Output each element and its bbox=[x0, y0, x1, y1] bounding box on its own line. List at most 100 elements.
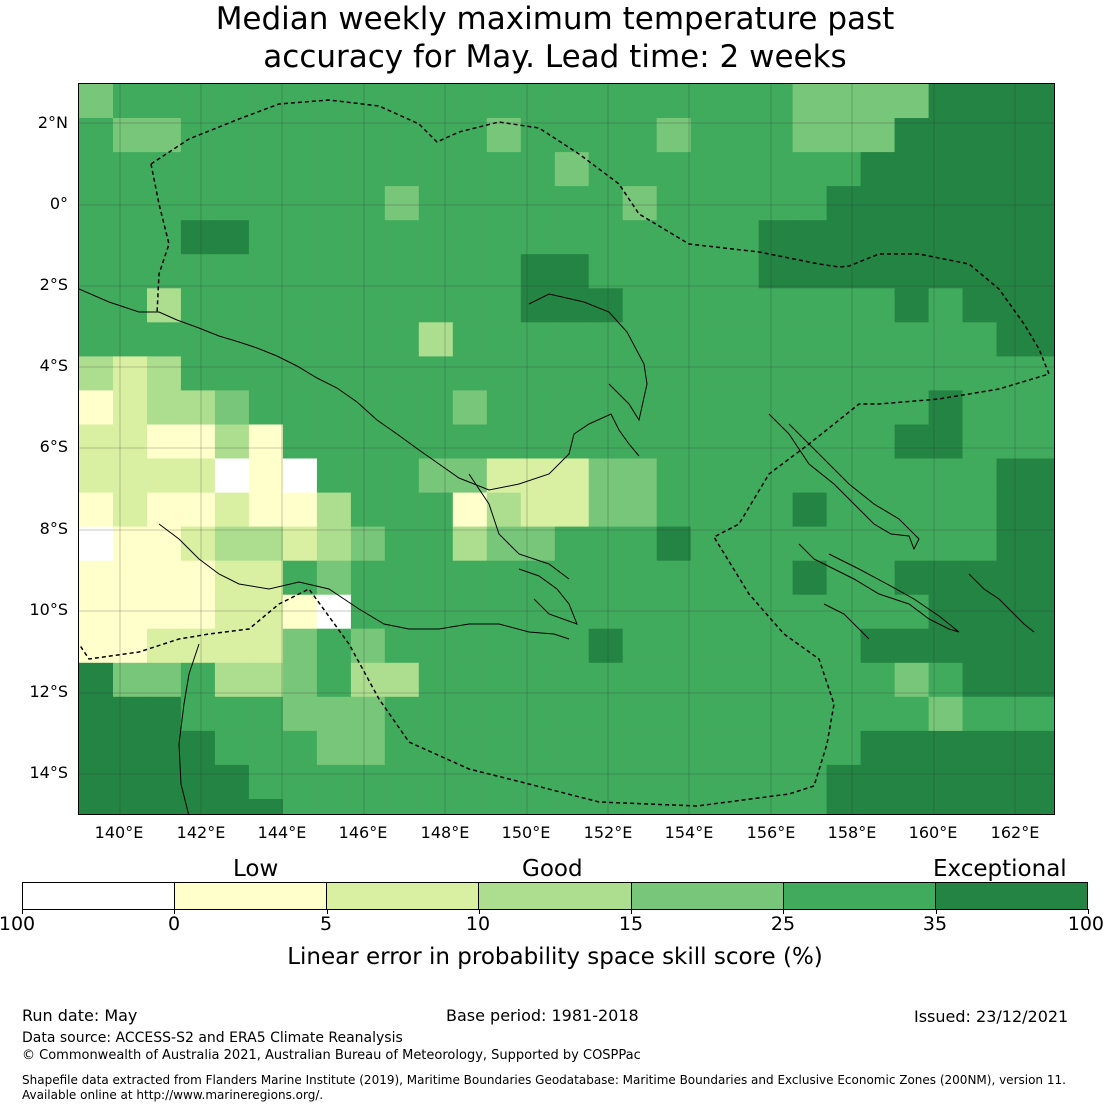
skill-grid-cell bbox=[622, 560, 658, 596]
skill-grid-cell bbox=[1030, 458, 1054, 494]
skill-grid-cell bbox=[520, 662, 556, 698]
skill-grid-cell bbox=[180, 186, 216, 221]
lon-label-162e: 162°E bbox=[990, 823, 1040, 842]
skill-grid-cell bbox=[452, 628, 488, 664]
skill-grid-cell bbox=[860, 322, 896, 357]
skill-grid-cell bbox=[826, 254, 862, 289]
skill-grid-cell bbox=[384, 799, 420, 814]
skill-grid-cell bbox=[792, 254, 828, 289]
skill-grid-cell bbox=[486, 526, 522, 562]
skill-grid-cell bbox=[214, 594, 250, 630]
skill-grid-cell bbox=[894, 322, 930, 357]
skill-grid-cell bbox=[316, 458, 352, 494]
skill-grid-cell bbox=[282, 799, 318, 814]
skill-grid-cell bbox=[282, 220, 318, 255]
skill-grid-cell bbox=[1030, 492, 1054, 528]
skill-grid-cell bbox=[656, 152, 692, 187]
skill-grid-cell bbox=[962, 322, 998, 357]
skill-grid-cell bbox=[520, 424, 556, 460]
skill-grid-cell bbox=[554, 662, 590, 698]
skill-grid-cell bbox=[248, 356, 284, 391]
skill-grid-cell bbox=[350, 118, 386, 153]
skill-grid-cell bbox=[894, 288, 930, 323]
skill-grid-cell bbox=[928, 152, 964, 187]
skill-grid-cell bbox=[350, 254, 386, 289]
map-title: Median weekly maximum temperature past a… bbox=[0, 0, 1110, 76]
skill-grid-cell bbox=[622, 152, 658, 187]
skill-grid-cell bbox=[214, 254, 250, 289]
skill-grid-cell bbox=[724, 186, 760, 221]
skill-grid-cell bbox=[758, 526, 794, 562]
skill-grid-cell bbox=[384, 628, 420, 664]
skill-grid-cell bbox=[113, 84, 148, 119]
skill-grid-cell bbox=[520, 152, 556, 187]
skill-grid-cell bbox=[316, 764, 352, 800]
lon-label-148e: 148°E bbox=[420, 823, 470, 842]
skill-grid-cell bbox=[826, 730, 862, 766]
skill-grid-cell bbox=[418, 356, 454, 391]
skill-grid-cell bbox=[248, 186, 284, 221]
colorbar-segment bbox=[175, 883, 328, 909]
skill-grid-cell bbox=[79, 526, 114, 562]
skill-grid-cell bbox=[690, 628, 726, 664]
skill-grid-cell bbox=[180, 152, 216, 187]
skill-grid-cell bbox=[928, 186, 964, 221]
skill-grid-cell bbox=[894, 390, 930, 425]
skill-grid-cell bbox=[962, 220, 998, 255]
skill-grid-cell bbox=[962, 424, 998, 460]
skill-grid-cell bbox=[860, 560, 896, 596]
skill-grid-cell bbox=[418, 288, 454, 323]
skill-grid-cell bbox=[588, 560, 624, 596]
skill-grid-cell bbox=[316, 322, 352, 357]
skill-grid-cell bbox=[826, 594, 862, 630]
skill-grid-cell bbox=[486, 152, 522, 187]
skill-grid-cell bbox=[350, 799, 386, 814]
skill-grid-cell bbox=[826, 628, 862, 664]
lat-label-2n: 2°N bbox=[37, 113, 68, 132]
skill-grid-cell bbox=[214, 560, 250, 596]
skill-grid-cell bbox=[180, 799, 216, 814]
skill-grid-cell bbox=[962, 560, 998, 596]
skill-grid-cell bbox=[996, 152, 1032, 187]
colorbar-tickmark bbox=[479, 909, 480, 914]
skill-grid-cell bbox=[79, 84, 114, 119]
skill-grid-cell bbox=[894, 424, 930, 460]
skill-grid-cell bbox=[962, 152, 998, 187]
skill-grid-cell bbox=[860, 152, 896, 187]
skill-grid-cell bbox=[147, 390, 182, 425]
skill-grid-cell bbox=[350, 152, 386, 187]
skill-grid-cell bbox=[248, 492, 284, 528]
skill-grid-cell bbox=[860, 594, 896, 630]
skill-grid-cell bbox=[350, 84, 386, 119]
skill-grid-cell bbox=[656, 220, 692, 255]
skill-grid-cell bbox=[690, 84, 726, 119]
skill-grid-cell bbox=[962, 390, 998, 425]
skill-grid-cell bbox=[486, 390, 522, 425]
skill-grid-cell bbox=[350, 696, 386, 732]
skill-grid-cell bbox=[418, 492, 454, 528]
skill-grid-cell bbox=[248, 730, 284, 766]
skill-grid-cell bbox=[588, 220, 624, 255]
skill-grid-cell bbox=[248, 662, 284, 698]
skill-grid-cell bbox=[622, 424, 658, 460]
skill-grid-cell bbox=[248, 560, 284, 596]
skill-grid-cell bbox=[180, 84, 216, 119]
skill-grid-cell bbox=[894, 118, 930, 153]
skill-grid-cell bbox=[996, 799, 1032, 814]
skill-grid-cell bbox=[452, 288, 488, 323]
skill-grid-cell bbox=[758, 254, 794, 289]
skill-grid-cell bbox=[588, 696, 624, 732]
skill-grid-cell bbox=[792, 424, 828, 460]
skill-grid-cell bbox=[418, 526, 454, 562]
skill-grid-cell bbox=[316, 288, 352, 323]
skill-grid-cell bbox=[826, 799, 862, 814]
skill-grid-cell bbox=[554, 118, 590, 153]
skill-grid-cell bbox=[113, 322, 148, 357]
skill-grid-cell bbox=[554, 186, 590, 221]
skill-grid-cell bbox=[860, 288, 896, 323]
skill-grid-cell bbox=[180, 526, 216, 562]
skill-grid-cell bbox=[113, 186, 148, 221]
skill-grid-cell bbox=[214, 526, 250, 562]
skill-grid-cell bbox=[1030, 118, 1054, 153]
skill-grid-cell bbox=[792, 696, 828, 732]
